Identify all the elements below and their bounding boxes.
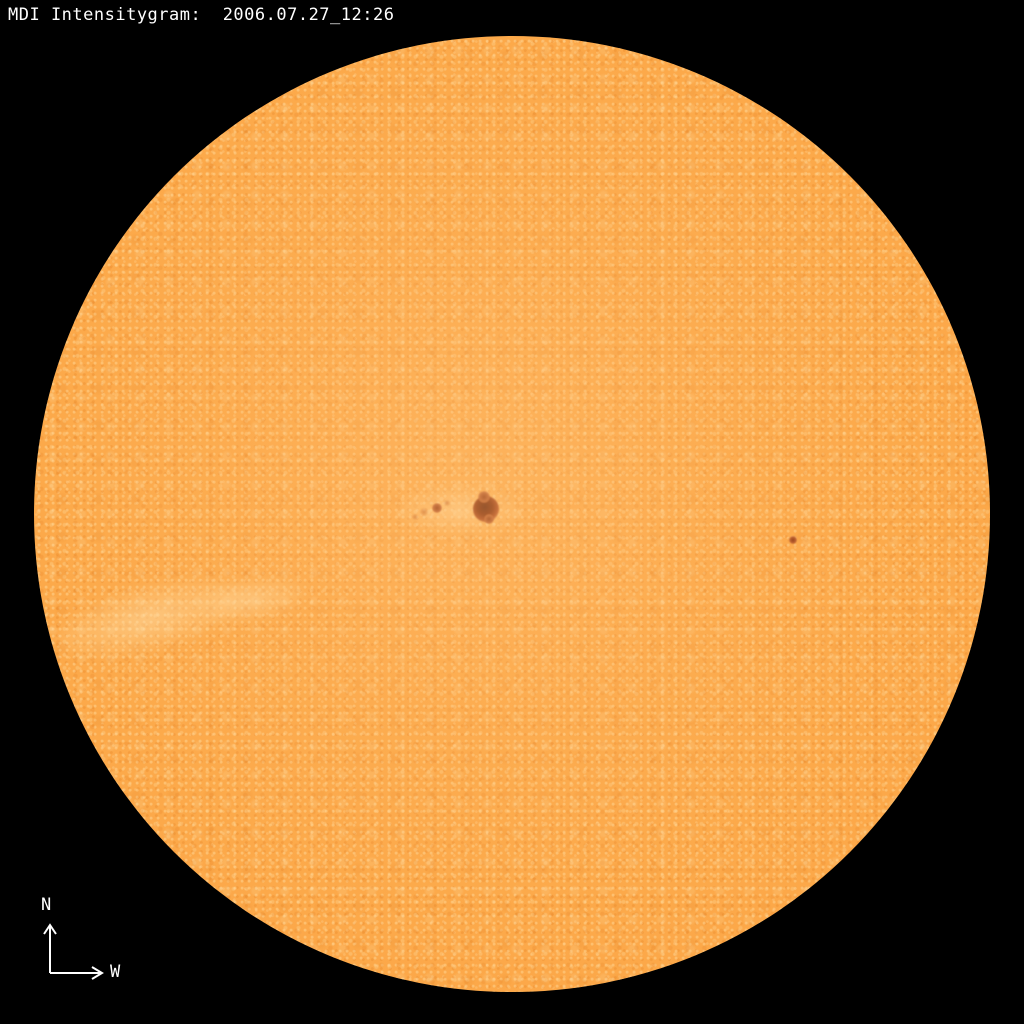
sunspot-trailing-pore-c — [444, 500, 450, 506]
sunspot-trailing-pore-b — [420, 508, 428, 516]
sunspot-main-pore-lower — [484, 514, 494, 524]
sunspot-trailing-pore-a — [432, 503, 442, 513]
compass-north-label: N — [41, 895, 52, 915]
plage-active-region — [400, 487, 520, 533]
granulation-layer-fine — [34, 36, 990, 992]
compass-west-label: W — [110, 962, 121, 982]
sunspot-isolated-pore-east — [789, 536, 797, 544]
granulation-layer-coarse — [34, 36, 990, 992]
plage-southwest-limb — [50, 564, 250, 672]
granulation-layer-mid — [34, 36, 990, 992]
sunspot-main-umbra — [473, 496, 499, 522]
plage-west-mid — [192, 572, 308, 628]
orientation-compass: N W — [30, 890, 160, 1000]
sunspot-main-pore-upper — [478, 491, 490, 503]
image-title: MDI Intensitygram: 2006.07.27_12:26 — [8, 5, 395, 25]
solar-disk — [34, 36, 990, 992]
limb-shading — [34, 36, 990, 992]
sunspot-trailing-pore-d — [412, 514, 418, 520]
